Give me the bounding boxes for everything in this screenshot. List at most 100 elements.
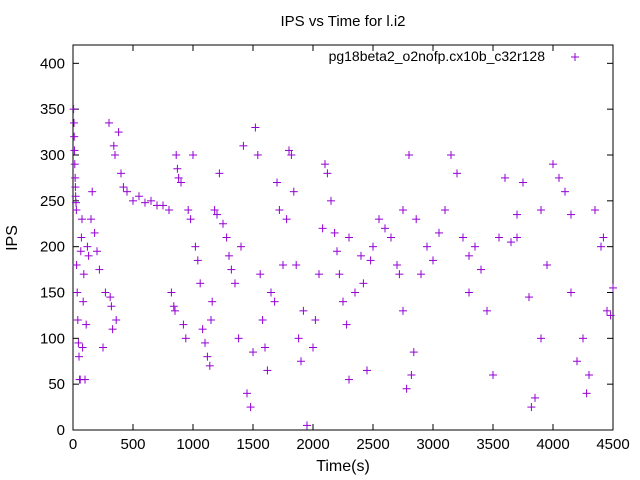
data-point: [179, 320, 188, 329]
data-point: [222, 233, 231, 242]
data-point: [167, 288, 176, 297]
data-point: [129, 196, 137, 205]
data-point: [289, 187, 298, 196]
data-point: [123, 187, 131, 196]
data-point: [323, 169, 332, 178]
data-point: [105, 118, 113, 127]
data-point: [519, 178, 527, 187]
data-point: [303, 421, 311, 430]
plot-frame: [72, 44, 614, 431]
data-point: [585, 371, 593, 379]
data-point: [495, 233, 503, 242]
data-point: [243, 389, 251, 398]
data-point: [402, 384, 411, 393]
data-point: [395, 270, 404, 279]
x-tick-label: 2500: [356, 436, 389, 453]
x-tick-label: 4000: [536, 436, 569, 453]
data-point: [205, 361, 214, 370]
y-tick-label: 350: [40, 101, 65, 118]
data-point: [321, 160, 329, 169]
data-point: [112, 316, 121, 324]
data-point: [95, 265, 104, 274]
data-point: [399, 206, 407, 214]
data-point: [107, 302, 116, 311]
data-point: [351, 288, 359, 297]
data-point: [591, 206, 599, 214]
data-point: [77, 233, 86, 242]
data-point: [70, 160, 79, 169]
data-point: [246, 403, 255, 412]
x-tick-label: 4500: [596, 436, 629, 453]
data-point: [69, 105, 78, 114]
data-point: [282, 215, 291, 224]
data-point: [435, 228, 443, 237]
data-point: [423, 242, 431, 251]
data-point: [114, 128, 123, 137]
x-tick-label: 3000: [416, 436, 449, 453]
data-point: [507, 238, 515, 247]
data-point: [239, 141, 248, 150]
data-point: [79, 297, 88, 306]
data-point: [109, 141, 118, 150]
data-point: [549, 160, 557, 169]
data-point: [106, 293, 115, 302]
data-point: [73, 316, 82, 324]
y-tick-label: 400: [40, 55, 65, 72]
data-point: [273, 178, 281, 187]
data-point: [309, 343, 317, 352]
legend-marker-symbol: [571, 53, 579, 61]
data-point: [231, 279, 239, 288]
data-point: [513, 210, 521, 219]
data-point: [261, 343, 269, 352]
x-tick-label: 3500: [476, 436, 509, 453]
data-point: [72, 206, 81, 214]
y-tick-label: 100: [40, 330, 65, 347]
data-point: [219, 219, 227, 228]
data-point: [399, 306, 407, 315]
data-point: [172, 151, 181, 159]
data-point: [330, 228, 339, 237]
data-point: [208, 297, 217, 306]
data-point: [459, 233, 467, 242]
data-point: [477, 265, 485, 274]
data-point: [101, 288, 110, 297]
data-point: [88, 187, 97, 196]
data-point: [359, 279, 368, 288]
data-point: [181, 334, 190, 343]
data-point: [357, 251, 365, 260]
data-point: [227, 265, 236, 274]
data-point: [537, 206, 545, 214]
data-point: [407, 371, 416, 379]
data-point: [191, 242, 200, 251]
data-point: [117, 169, 125, 178]
y-tick-label: 0: [57, 422, 65, 439]
data-point: [381, 224, 389, 233]
data-point: [447, 151, 455, 159]
data-point: [412, 215, 421, 224]
data-point: [70, 146, 79, 155]
data-point: [76, 247, 85, 256]
data-point: [72, 198, 80, 207]
data-point: [453, 169, 461, 178]
data-point: [83, 242, 92, 251]
data-point: [135, 192, 143, 201]
x-tick-label: 0: [69, 436, 77, 453]
data-point: [311, 316, 320, 324]
data-point: [537, 334, 545, 343]
data-point: [203, 352, 212, 361]
data-point: [215, 169, 224, 178]
legend-label: pg18beta2_o2nofp.cx10b_c32r128: [329, 48, 546, 64]
data-point: [582, 389, 591, 398]
chart-title: IPS vs Time for l.i2: [280, 13, 405, 30]
data-point: [513, 233, 521, 242]
data-point: [249, 348, 257, 357]
data-point: [174, 173, 183, 182]
data-point: [193, 256, 202, 265]
data-point: [73, 288, 82, 297]
data-point: [171, 306, 179, 315]
data-point: [501, 173, 509, 182]
data-point: [82, 320, 91, 329]
data-point: [375, 215, 383, 224]
data-point: [345, 375, 353, 384]
